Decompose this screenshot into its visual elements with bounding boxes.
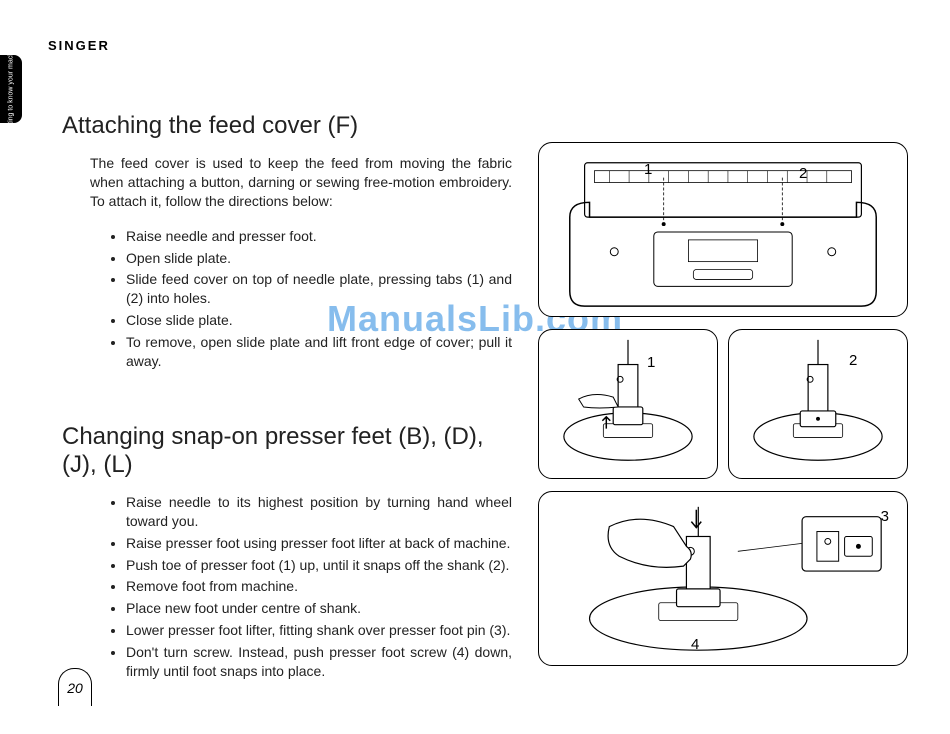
heading-feed-cover: Attaching the feed cover (F) [62, 112, 512, 140]
page-number-tab: 20 [58, 668, 92, 706]
section-presser-feet: Changing snap-on presser feet (B), (D), … [62, 423, 512, 681]
list-item: Raise needle and presser foot. [126, 227, 512, 246]
figure-attach-foot: 3 4 [538, 491, 908, 666]
list-item: Lower presser foot lifter, fitting shank… [126, 621, 512, 640]
figure-shank: 2 [728, 329, 908, 479]
list-item: Slide feed cover on top of needle plate,… [126, 270, 512, 308]
list-feed-cover: Raise needle and presser foot. Open slid… [108, 227, 512, 371]
list-item: To remove, open slide plate and lift fro… [126, 333, 512, 371]
callout-3: 3 [881, 508, 889, 525]
figure-feed-cover: 1 2 [538, 142, 908, 317]
callout-1: 1 [644, 161, 652, 178]
page-number: 20 [67, 680, 83, 696]
section-feed-cover: Attaching the feed cover (F) The feed co… [62, 112, 512, 371]
heading-presser-feet: Changing snap-on presser feet (B), (D), … [62, 423, 512, 479]
callout-4: 4 [691, 636, 699, 653]
callout-1: 1 [647, 354, 655, 371]
side-tab-text: Getting to know your machine [7, 43, 15, 136]
list-item: Don't turn screw. Instead, push presser … [126, 643, 512, 681]
callout-2: 2 [799, 165, 807, 182]
intro-feed-cover: The feed cover is used to keep the feed … [90, 154, 512, 211]
list-item: Open slide plate. [126, 249, 512, 268]
callout-2: 2 [849, 352, 857, 369]
brand-label: SINGER [48, 38, 110, 53]
side-tab: Getting to know your machine [0, 55, 22, 123]
list-item: Push toe of presser foot (1) up, until i… [126, 556, 512, 575]
list-item: Raise needle to its highest position by … [126, 493, 512, 531]
list-item: Remove foot from machine. [126, 577, 512, 596]
figure-snap-off: 1 [538, 329, 718, 479]
list-item: Close slide plate. [126, 311, 512, 330]
list-item: Place new foot under centre of shank. [126, 599, 512, 618]
list-presser-feet: Raise needle to its highest position by … [108, 493, 512, 681]
text-column: Attaching the feed cover (F) The feed co… [62, 112, 512, 684]
list-item: Raise presser foot using presser foot li… [126, 534, 512, 553]
figures-column: 1 2 1 [538, 142, 908, 666]
